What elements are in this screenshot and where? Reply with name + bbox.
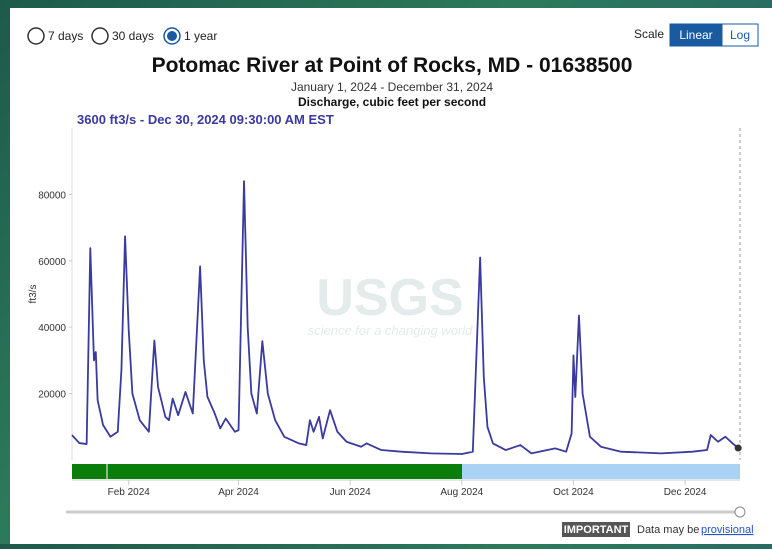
notice-link[interactable]: provisional [701,524,754,536]
x-tick-label: Apr 2024 [218,487,259,498]
y-axis-label: ft3/s [28,285,39,304]
chart-title: Potomac River at Point of Rocks, MD - 01… [152,54,633,77]
x-tick-label: Oct 2024 [553,487,594,498]
x-tick-label: Aug 2024 [440,487,483,498]
slider-handle[interactable] [734,506,746,518]
y-tick-label: 20000 [38,390,66,401]
chart-subtitle: January 1, 2024 - December 31, 2024 [291,80,493,94]
watermark: USGS [316,269,463,327]
approved-bar [72,464,462,479]
x-tick-label: Jun 2024 [330,487,372,498]
current-point [734,444,742,452]
notice-text: Data may be [637,524,699,536]
y-tick-label: 80000 [38,190,66,201]
chart: 7 days 30 days 1 year Scale Linear Log Poto… [27,23,759,537]
x-tick-label: Dec 2024 [664,487,707,498]
scale-options: Linear Log [669,23,759,47]
scale-button[interactable] [721,23,759,47]
series-line [71,180,739,455]
y-tick-label: 60000 [38,257,66,268]
x-tick-label: Feb 2024 [108,487,151,498]
parameter-label: Discharge, cubic feet per second [298,95,486,109]
tooltip: 3600 ft3/s - Dec 30, 2024 09:30:00 AM ES… [77,112,334,127]
radio-label[interactable]: 30 days [112,29,154,43]
card: 7 days 30 days 1 year Scale Linear Log Poto… [10,8,772,544]
radio-label[interactable]: 1 year [184,29,217,43]
provisional-bar [462,464,740,479]
scale-button-label[interactable]: Linear [679,28,712,42]
radio[interactable] [91,27,109,45]
radio-dot [167,31,177,41]
radio[interactable] [27,27,45,45]
watermark-tagline: science for a changing world [308,323,474,338]
notice-badge-bg [562,522,630,537]
radio-label[interactable]: 7 days [48,29,83,43]
notice-badge: IMPORTANT [564,524,629,536]
scale-button-label[interactable]: Log [730,28,750,42]
range-options: 7 days 30 days 1 year [27,27,217,45]
y-tick-label: 40000 [38,323,66,334]
scale-label: Scale [634,27,664,41]
